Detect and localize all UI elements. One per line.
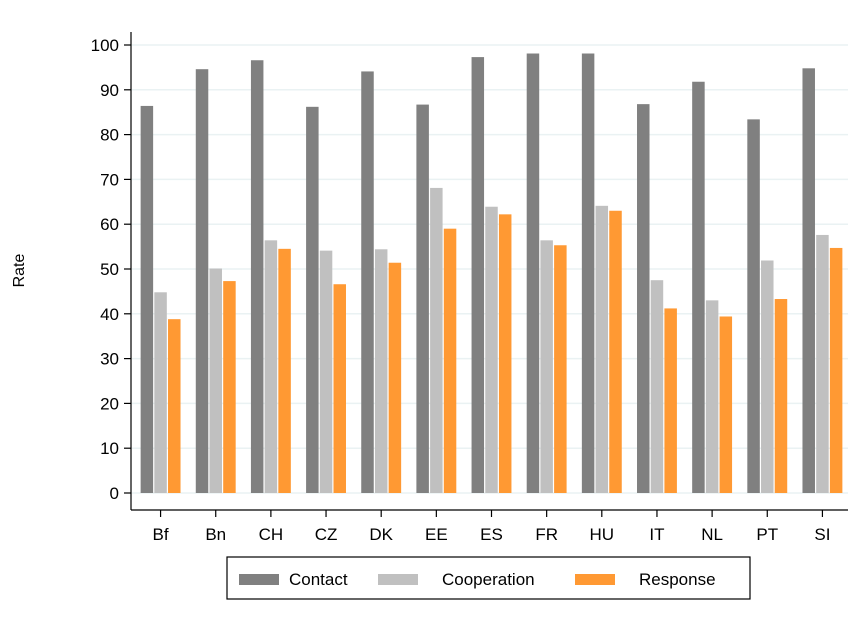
legend-box [226,556,751,600]
y-tick-label: 30 [100,350,119,369]
y-tick-label: 10 [100,439,119,458]
y-tick-label: 60 [100,215,119,234]
x-tick-label: DK [369,525,393,544]
legend-swatch-response [575,574,615,585]
x-tick-label: FR [535,525,558,544]
x-tick-label: ES [480,525,503,544]
x-tick-label: Bn [205,525,226,544]
legend: Contact Cooperation Response [226,556,751,600]
y-tick-label: 0 [110,484,119,503]
bars [140,53,843,494]
bar-response-nl [719,316,733,493]
bar-response-pt [774,299,788,493]
bar-contact-si [802,68,815,494]
axes: 0 10 20 30 40 50 60 70 80 90 100 Bf Bn CH CZ DK EE ES FR HU… [91,32,848,544]
bar-contact-es [471,57,485,493]
bar-cooperation-fr [540,240,553,493]
y-axis-title: Rate [11,254,28,288]
bar-contact-nl [692,81,705,494]
x-tick-label: EE [425,525,448,544]
bar-response-cz [333,284,346,493]
bar-response-ch [278,248,291,493]
bar-cooperation-ch [264,240,278,493]
bar-cooperation-pt [761,260,774,493]
legend-label-contact: Contact [289,570,348,589]
bar-response-hu [609,210,622,493]
bar-cooperation-it [650,280,664,493]
y-tick-label: 20 [100,394,119,413]
x-tick-label: Bf [153,525,169,544]
bar-response-bn [223,281,236,493]
bar-cooperation-ee [430,187,443,494]
x-tick-label: SI [814,525,830,544]
bar-cooperation-nl [705,300,719,493]
x-tick-label: NL [701,525,723,544]
bar-response-bf [168,319,181,493]
x-tick-label: PT [756,525,778,544]
bar-response-it [664,308,677,493]
y-tick-label: 90 [100,81,119,100]
bar-contact-fr [526,53,540,494]
y-tick-label: 80 [100,126,119,145]
bar-response-dk [388,262,402,493]
bar-contact-ee [416,104,429,494]
x-tick-label: CZ [315,525,338,544]
bar-cooperation-dk [374,249,388,493]
x-tick-label: IT [649,525,664,544]
x-tick-label: HU [590,525,615,544]
bar-cooperation-es [485,206,498,493]
y-tick-label: 100 [91,36,119,55]
y-tick-label: 70 [100,170,119,189]
bar-contact-ch [250,60,264,494]
x-tick-label: CH [259,525,284,544]
bar-contact-bf [140,105,154,493]
bar-cooperation-hu [595,205,609,493]
bar-cooperation-bn [209,268,222,493]
bar-contact-bn [195,69,209,493]
bar-response-es [498,214,512,493]
legend-label-response: Response [639,570,716,589]
bar-contact-pt [747,119,760,494]
bar-cooperation-cz [319,250,333,493]
bar-response-si [829,247,843,493]
bar-response-ee [443,228,457,493]
y-tick-label: 40 [100,305,119,324]
y-tick-label: 50 [100,260,119,279]
bar-cooperation-bf [154,292,167,493]
bar-contact-it [637,104,650,494]
bar-contact-hu [581,53,595,494]
bar-contact-cz [306,106,319,493]
legend-label-cooperation: Cooperation [442,570,535,589]
legend-swatch-contact [239,574,279,585]
bar-response-fr [554,245,567,493]
bar-contact-dk [361,71,374,493]
bar-cooperation-si [816,234,829,493]
legend-swatch-cooperation [378,574,418,585]
